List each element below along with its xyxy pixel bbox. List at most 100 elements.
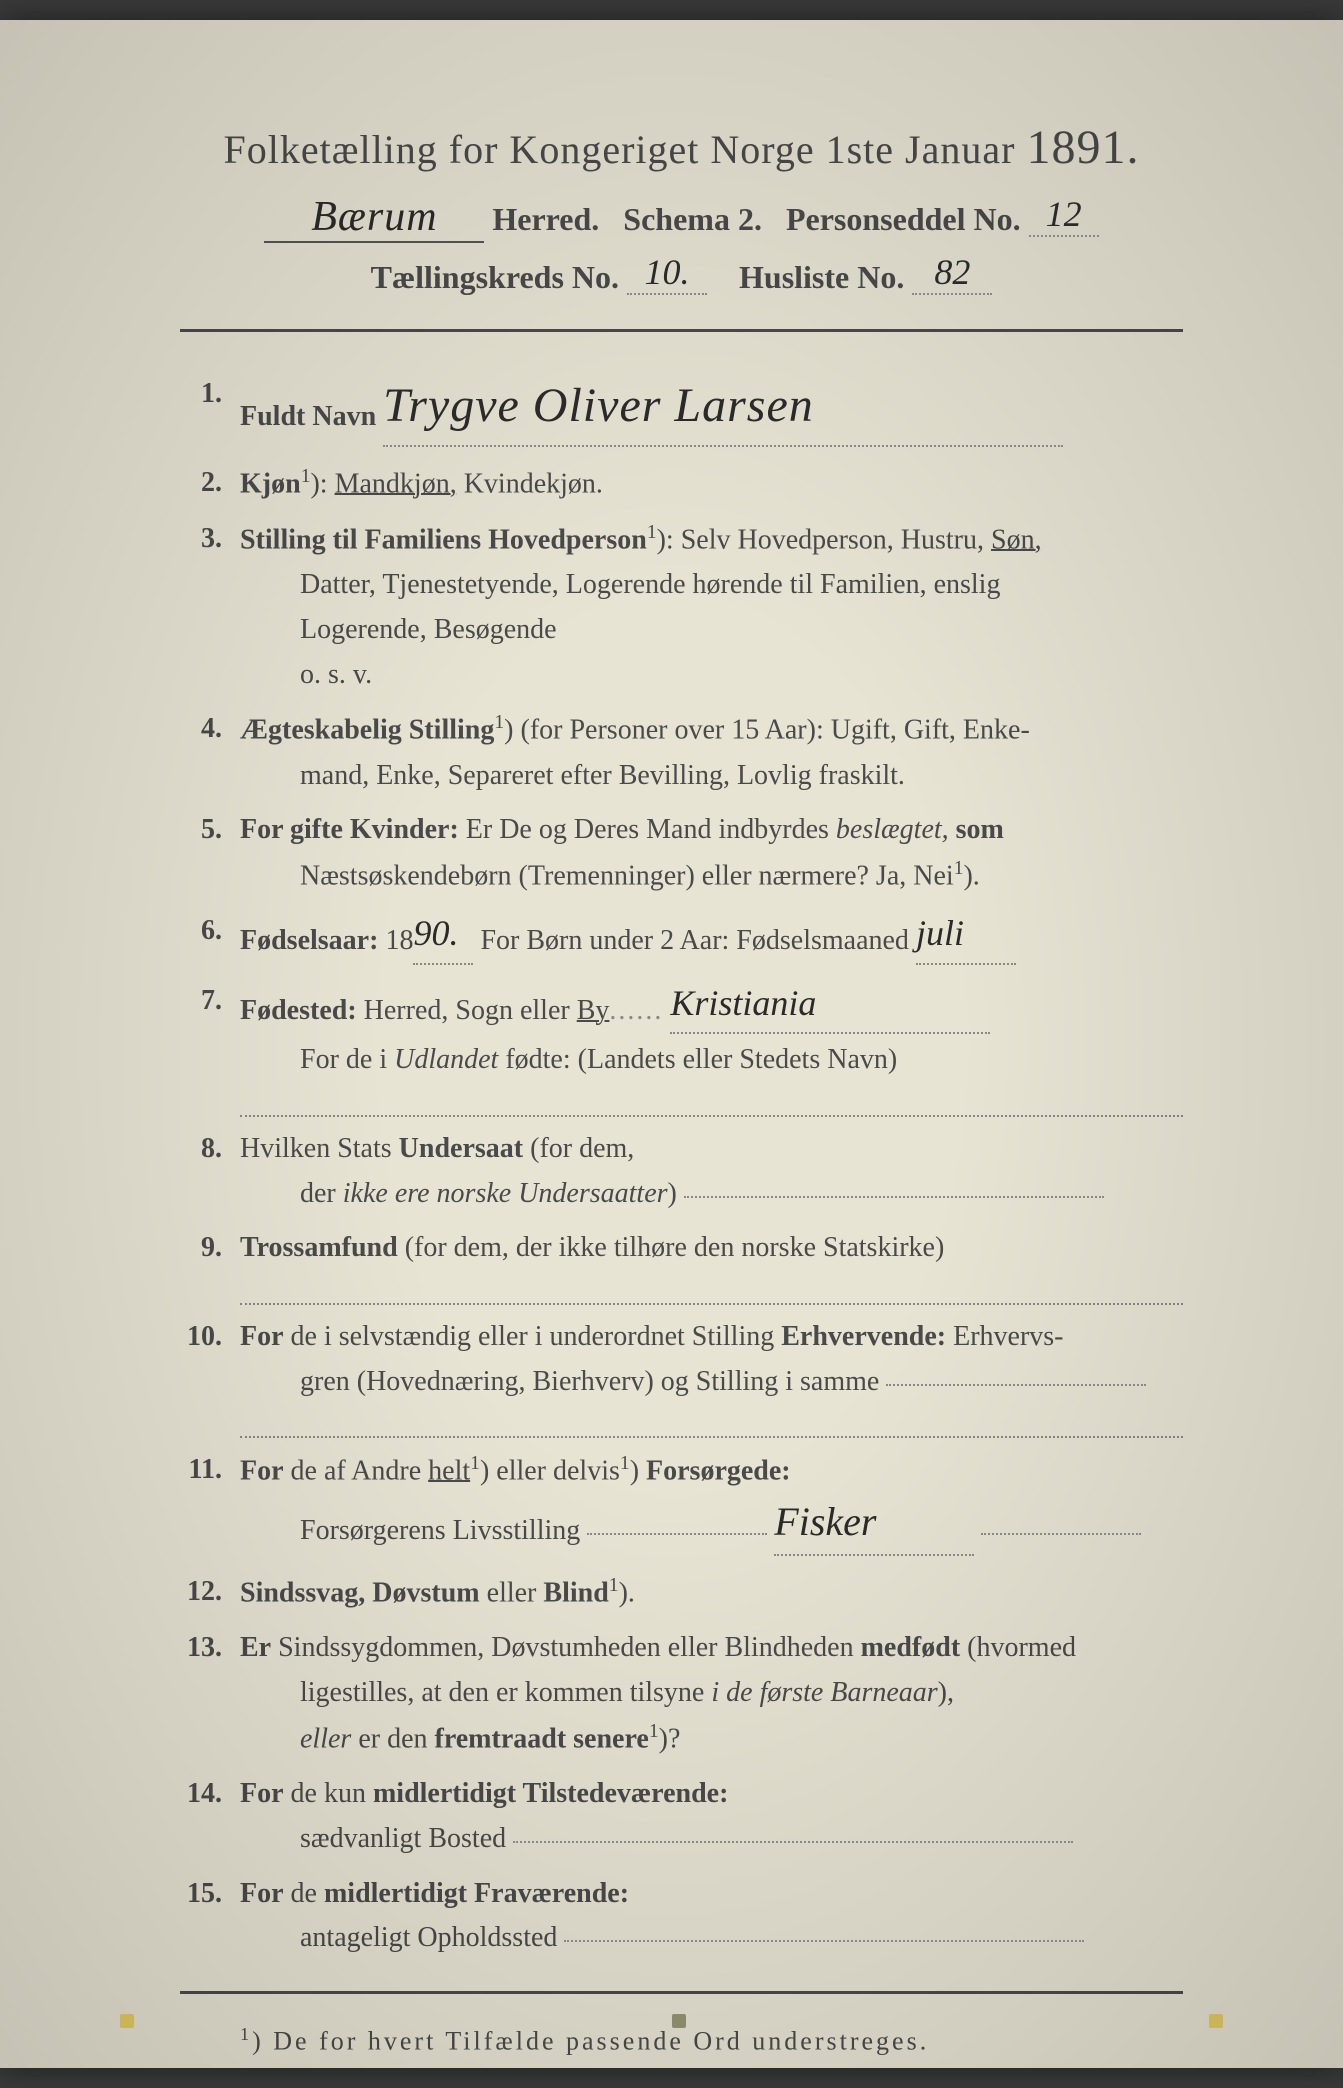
blank-line bbox=[240, 1083, 1183, 1117]
fors: Forsørgede: bbox=[646, 1455, 791, 1486]
mid: midlertidigt Fraværende: bbox=[324, 1878, 629, 1909]
header-line-3: Tællingskreds No. 10. Husliste No. 82 bbox=[140, 255, 1223, 299]
line1: ) (for Personer over 15 Aar): Ugift, Gif… bbox=[504, 715, 1030, 746]
erhv: Erhvervende: bbox=[781, 1321, 946, 1352]
line2-wrap: gren (Hovednæring, Bierhverv) og Stillin… bbox=[240, 1360, 1183, 1405]
herred-label: Herred. bbox=[492, 201, 599, 237]
entry-body: Kjøn1): Mandkjøn, Kvindekjøn. bbox=[240, 461, 1183, 507]
blank-fill bbox=[513, 1841, 1073, 1843]
line2-wrap: sædvanligt Bosted bbox=[240, 1817, 1183, 1862]
sup: 1 bbox=[954, 858, 964, 879]
text1: Sindssygdommen, Døvstumheden eller Blind… bbox=[271, 1632, 861, 1663]
line1: Hvilken Stats bbox=[240, 1133, 399, 1164]
entry-4: 4. Ægteskabelig Stilling1) (for Personer… bbox=[180, 707, 1183, 798]
line2-wrap: antageligt Opholdssted bbox=[240, 1916, 1183, 1961]
entry-body: Hvilken Stats Undersaat (for dem, der ik… bbox=[240, 1127, 1183, 1217]
year-value: 90. bbox=[413, 905, 473, 965]
entry-1: 1. Fuldt Navn Trygve Oliver Larsen bbox=[180, 372, 1183, 451]
footnote: 1) De for hvert Tilfælde passende Ord un… bbox=[140, 2024, 1223, 2057]
text: de af Andre bbox=[284, 1455, 429, 1486]
blank-fill bbox=[684, 1196, 1104, 1198]
label: For bbox=[240, 1321, 284, 1352]
title-year: 1891. bbox=[1026, 121, 1139, 174]
line2b: ), bbox=[938, 1677, 954, 1708]
label: Fuldt Navn bbox=[240, 401, 376, 432]
entry-3: 3. Stilling til Familiens Hovedperson1):… bbox=[180, 517, 1183, 698]
entry-14: 14. For de kun midlertidigt Tilstedevære… bbox=[180, 1772, 1183, 1862]
medf: medfødt bbox=[861, 1632, 961, 1663]
blank-fill bbox=[886, 1384, 1146, 1386]
livsstilling-value: Fisker bbox=[774, 1490, 974, 1556]
line2-wrap: Næstsøskendebørn (Tremenninger) eller næ… bbox=[240, 853, 1183, 899]
entry-10: 10. For de i selvstændig eller i underor… bbox=[180, 1315, 1183, 1438]
line2a: For de i bbox=[300, 1044, 394, 1075]
personseddel-no: 12 bbox=[1029, 193, 1099, 237]
line2b: fødte: (Landets eller Stedets Navn) bbox=[498, 1044, 897, 1075]
entry-body: Ægteskabelig Stilling1) (for Personer ov… bbox=[240, 707, 1183, 798]
line1: ): Selv Hovedperson, Hustru, bbox=[657, 524, 991, 555]
line2-wrap: For de i Udlandet fødte: (Landets eller … bbox=[240, 1038, 1183, 1083]
line1b: (for dem, bbox=[523, 1133, 634, 1164]
divider-bottom bbox=[180, 1991, 1183, 1994]
kreds-label: Tællingskreds No. bbox=[371, 259, 619, 295]
entry-body: Er Sindssygdommen, Døvstumheden eller Bl… bbox=[240, 1626, 1183, 1762]
som: som bbox=[949, 814, 1004, 845]
dots: ...... bbox=[609, 995, 663, 1026]
divider-top bbox=[180, 329, 1183, 332]
herred-handwritten: Bærum bbox=[264, 193, 484, 243]
line2: gren (Hovednæring, Bierhverv) og Stillin… bbox=[300, 1366, 879, 1397]
line2b: ) bbox=[668, 1178, 677, 1209]
label: Ægteskabelig Stilling bbox=[240, 715, 494, 746]
italic: beslægtet, bbox=[836, 814, 949, 845]
mid: For Børn under 2 Aar: Fødselsmaaned bbox=[473, 925, 909, 956]
by: By bbox=[577, 995, 610, 1026]
end: ) bbox=[630, 1455, 646, 1486]
prefix: 18 bbox=[378, 925, 413, 956]
label: For bbox=[240, 1878, 284, 1909]
entry-body: For gifte Kvinder: Er De og Deres Mand i… bbox=[240, 808, 1183, 899]
entry-9: 9. Trossamfund (for dem, der ikke tilhør… bbox=[180, 1226, 1183, 1304]
line3-wrap: eller er den fremtraadt senere1)? bbox=[240, 1716, 1183, 1762]
sup: 1 bbox=[494, 712, 504, 733]
pin-icon bbox=[120, 2014, 134, 2028]
text: Herred, Sogn eller bbox=[357, 995, 577, 1026]
mid: ) eller delvis bbox=[480, 1455, 620, 1486]
line3a: eller bbox=[300, 1723, 351, 1754]
entry-body: Trossamfund (for dem, der ikke tilhøre d… bbox=[240, 1226, 1183, 1304]
son: Søn, bbox=[991, 524, 1042, 555]
entry-num: 4. bbox=[180, 707, 240, 798]
entry-num: 3. bbox=[180, 517, 240, 698]
entry-num: 13. bbox=[180, 1626, 240, 1762]
label: Undersaat bbox=[399, 1133, 523, 1164]
husliste-no: 82 bbox=[912, 251, 992, 295]
entry-5: 5. For gifte Kvinder: Er De og Deres Man… bbox=[180, 808, 1183, 899]
helt: helt bbox=[428, 1455, 470, 1486]
mid: midlertidigt Tilstedeværende: bbox=[373, 1778, 728, 1809]
entry-num: 10. bbox=[180, 1315, 240, 1438]
entry-body: For de midlertidigt Fraværende: antageli… bbox=[240, 1872, 1183, 1962]
personseddel-label: Personseddel No. bbox=[786, 201, 1021, 237]
line2: sædvanligt Bosted bbox=[300, 1823, 506, 1854]
line2-wrap: Forsørgerens Livsstilling Fisker bbox=[240, 1494, 1183, 1560]
entry-7: 7. Fødested: Herred, Sogn eller By......… bbox=[180, 979, 1183, 1117]
entry-body: Fuldt Navn Trygve Oliver Larsen bbox=[240, 372, 1183, 451]
entry-num: 5. bbox=[180, 808, 240, 899]
pin-icon bbox=[672, 2014, 686, 2028]
entry-num: 9. bbox=[180, 1226, 240, 1304]
text2: Erhvervs- bbox=[946, 1321, 1063, 1352]
frem: fremtraadt senere bbox=[435, 1723, 649, 1754]
entry-num: 14. bbox=[180, 1772, 240, 1862]
entry-11: 11. For de af Andre helt1) eller delvis1… bbox=[180, 1448, 1183, 1560]
entry-num: 15. bbox=[180, 1872, 240, 1962]
label: Er bbox=[240, 1632, 271, 1663]
blank-fill bbox=[564, 1940, 1084, 1942]
blank-fill-a bbox=[587, 1533, 767, 1535]
blank-line bbox=[240, 1404, 1183, 1438]
entry-8: 8. Hvilken Stats Undersaat (for dem, der… bbox=[180, 1127, 1183, 1217]
sup1: 1 bbox=[470, 1453, 480, 1474]
line2: Næstsøskendebørn (Tremenninger) eller næ… bbox=[300, 860, 954, 891]
line2a: ligestilles, at den er kommen tilsyne bbox=[300, 1677, 711, 1708]
entry-body: Stilling til Familiens Hovedperson1): Se… bbox=[240, 517, 1183, 698]
entry-num: 2. bbox=[180, 461, 240, 507]
husliste-label: Husliste No. bbox=[739, 259, 904, 295]
